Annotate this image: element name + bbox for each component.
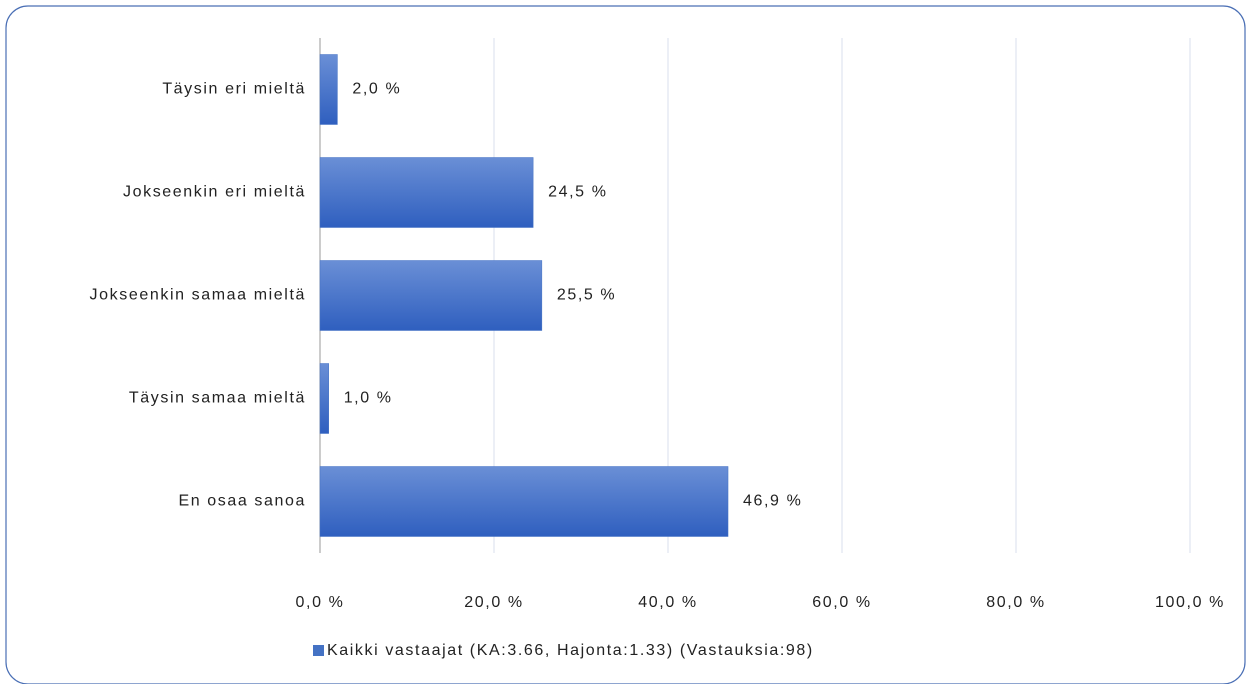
x-tick-label: 0,0 % — [296, 594, 345, 611]
x-tick-label: 60,0 % — [812, 594, 871, 611]
y-tick-label: En osaa sanoa — [178, 493, 306, 510]
bar — [319, 466, 729, 537]
bar — [319, 260, 543, 331]
chart-border — [5, 5, 1246, 684]
y-tick-label: Täysin samaa mieltä — [129, 390, 306, 407]
bar — [319, 363, 329, 434]
x-tick-label: 20,0 % — [464, 594, 523, 611]
data-label: 46,9 % — [743, 493, 802, 510]
x-tick-label: 100,0 % — [1155, 594, 1225, 611]
x-tick-label: 40,0 % — [638, 594, 697, 611]
legend-marker — [313, 645, 324, 656]
bar — [319, 54, 338, 125]
data-label: 25,5 % — [557, 287, 616, 304]
x-tick-label: 80,0 % — [986, 594, 1045, 611]
data-label: 24,5 % — [548, 184, 607, 201]
y-tick-label: Jokseenkin eri mieltä — [123, 184, 306, 201]
data-label: 2,0 % — [352, 81, 401, 98]
y-tick-label: Täysin eri mieltä — [162, 81, 306, 98]
bar — [319, 157, 534, 228]
y-tick-label: Jokseenkin samaa mieltä — [90, 287, 306, 304]
legend-label: Kaikki vastaajat (KA:3.66, Hajonta:1.33)… — [327, 642, 814, 659]
data-label: 1,0 % — [344, 390, 393, 407]
